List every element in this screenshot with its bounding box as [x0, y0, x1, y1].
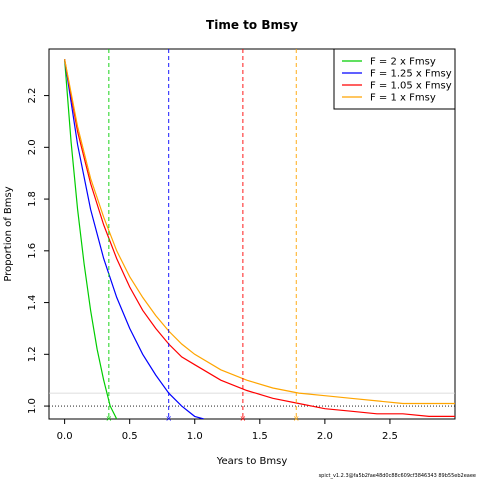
x-tick-label-5: 2.5	[382, 431, 398, 442]
years-to-bmsy-lines: × × × ×	[106, 49, 300, 423]
y-tick-label-3: 1.6	[27, 243, 38, 259]
years-to-bmsy-marker-3: ×	[240, 414, 247, 423]
y-tick-label-2: 1.4	[27, 295, 38, 311]
footer-version: spict_v1.2.3@fa5b2fae48d0c88c609cf384634…	[319, 473, 476, 479]
legend-label-2: F = 1.25 x Fmsy	[370, 69, 452, 80]
x-tick-label-4: 2.0	[317, 431, 333, 442]
plot-area: × × × ×	[48, 48, 456, 423]
series-line-4	[64, 59, 455, 405]
legend-label-1: F = 2 x Fmsy	[370, 57, 436, 68]
series-layer	[64, 59, 455, 419]
legend-label-4: F = 1 x Fmsy	[370, 93, 436, 104]
series-line-1	[64, 59, 118, 419]
years-to-bmsy-marker-1: ×	[106, 414, 113, 423]
years-to-bmsy-marker-2: ×	[165, 414, 172, 423]
y-tick-label-1: 1.2	[27, 346, 38, 362]
x-tick-label-2: 1.0	[187, 431, 203, 442]
series-line-3	[64, 59, 455, 417]
y-tick-label-5: 2.0	[27, 139, 38, 155]
x-tick-label-3: 1.5	[252, 431, 268, 442]
y-tick-label-0: 1.0	[27, 398, 38, 414]
y-tick-label-6: 2.2	[27, 88, 38, 104]
chart-title: Time to Bmsy	[206, 18, 298, 32]
plot-frame	[48, 48, 456, 420]
y-axis-title: Proportion of Bmsy	[3, 186, 14, 281]
x-tick-label-1: 0.5	[122, 431, 138, 442]
y-axis: 1.0 1.2 1.4 1.6 1.8 2.0 2.2	[27, 88, 49, 414]
x-tick-label-0: 0.0	[57, 431, 73, 442]
legend-box	[333, 48, 456, 110]
x-axis: 0.0 0.5 1.0 1.5 2.0 2.5	[57, 419, 398, 442]
reference-lines	[49, 392, 455, 407]
series-line-2	[64, 59, 205, 419]
y-tick-label-4: 1.8	[27, 191, 38, 207]
legend-label-3: F = 1.05 x Fmsy	[370, 81, 452, 92]
years-to-bmsy-marker-4: ×	[293, 414, 300, 423]
x-axis-title: Years to Bmsy	[216, 456, 288, 467]
